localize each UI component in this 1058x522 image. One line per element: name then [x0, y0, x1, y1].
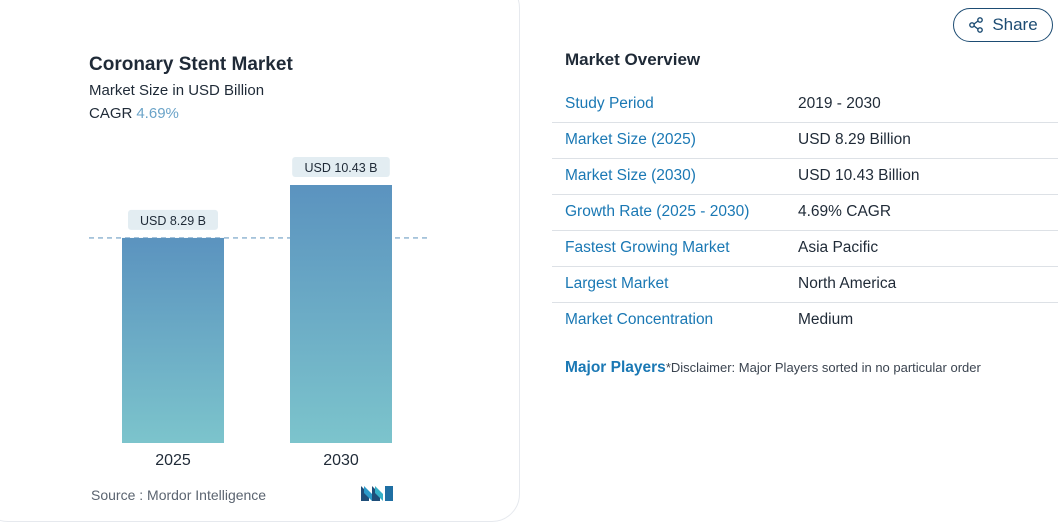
- bar-chart: USD 8.29 B 2025 USD 10.43 B 2030: [89, 157, 430, 469]
- overview-row-study-period: Study Period 2019 - 2030: [552, 87, 1058, 123]
- overview-value: 2019 - 2030: [798, 95, 881, 112]
- overview-row-market-size-2025: Market Size (2025) USD 8.29 Billion: [552, 123, 1058, 159]
- x-tick-label: 2030: [323, 452, 359, 469]
- chart-title: Coronary Stent Market: [89, 54, 293, 75]
- data-label-bg: [292, 157, 390, 177]
- data-label: USD 8.29 B: [140, 214, 206, 228]
- overview-table: Study Period 2019 - 2030 Market Size (20…: [552, 87, 1058, 339]
- overview-key[interactable]: Largest Market: [565, 275, 669, 292]
- cagr-row: CAGR 4.69%: [89, 105, 179, 122]
- data-label: USD 10.43 B: [305, 161, 378, 175]
- share-button[interactable]: Share: [953, 8, 1053, 42]
- source-text: Source : Mordor Intelligence: [91, 487, 267, 503]
- players-disclaimer: *Disclaimer: Major Players sorted in no …: [665, 360, 981, 375]
- overview-value: North America: [798, 275, 897, 292]
- x-tick-label: 2025: [155, 452, 191, 469]
- mordor-intelligence-logo: [361, 486, 393, 501]
- overview-key[interactable]: Study Period: [565, 95, 654, 112]
- overview-row-growth-rate: Growth Rate (2025 - 2030) 4.69% CAGR: [552, 195, 1058, 231]
- overview-title: Market Overview: [565, 50, 701, 69]
- bar-2030: [290, 185, 392, 443]
- overview-value: Medium: [798, 311, 854, 328]
- overview-key[interactable]: Fastest Growing Market: [565, 239, 730, 256]
- overview-value: USD 8.29 Billion: [798, 131, 911, 148]
- share-icon: [969, 17, 984, 33]
- data-label-bg: [128, 209, 218, 230]
- overview-key[interactable]: Market Concentration: [565, 311, 714, 328]
- chart-card: [0, 0, 520, 522]
- chart-subtitle: Market Size in USD Billion: [89, 82, 265, 99]
- overview-key[interactable]: Market Size (2030): [565, 167, 696, 184]
- major-players-link[interactable]: Major Players: [565, 359, 666, 376]
- overview-value: 4.69% CAGR: [798, 203, 892, 220]
- overview-value: USD 10.43 Billion: [798, 167, 920, 184]
- overview-value: Asia Pacific: [798, 239, 879, 256]
- overview-row-concentration: Market Concentration Medium: [552, 303, 1058, 339]
- major-players: Major Players*Disclaimer: Major Players …: [565, 359, 981, 377]
- overview-row-market-size-2030: Market Size (2030) USD 10.43 Billion: [552, 159, 1058, 195]
- overview-key[interactable]: Market Size (2025): [565, 131, 696, 148]
- share-label: Share: [992, 15, 1038, 34]
- overview-key[interactable]: Growth Rate (2025 - 2030): [565, 203, 750, 220]
- overview-row-largest-market: Largest Market North America: [552, 267, 1058, 303]
- bar-2025: [122, 237, 224, 443]
- cagr-label: CAGR: [89, 105, 133, 122]
- cagr-value: 4.69%: [136, 105, 179, 122]
- overview-row-fastest-growing: Fastest Growing Market Asia Pacific: [552, 231, 1058, 267]
